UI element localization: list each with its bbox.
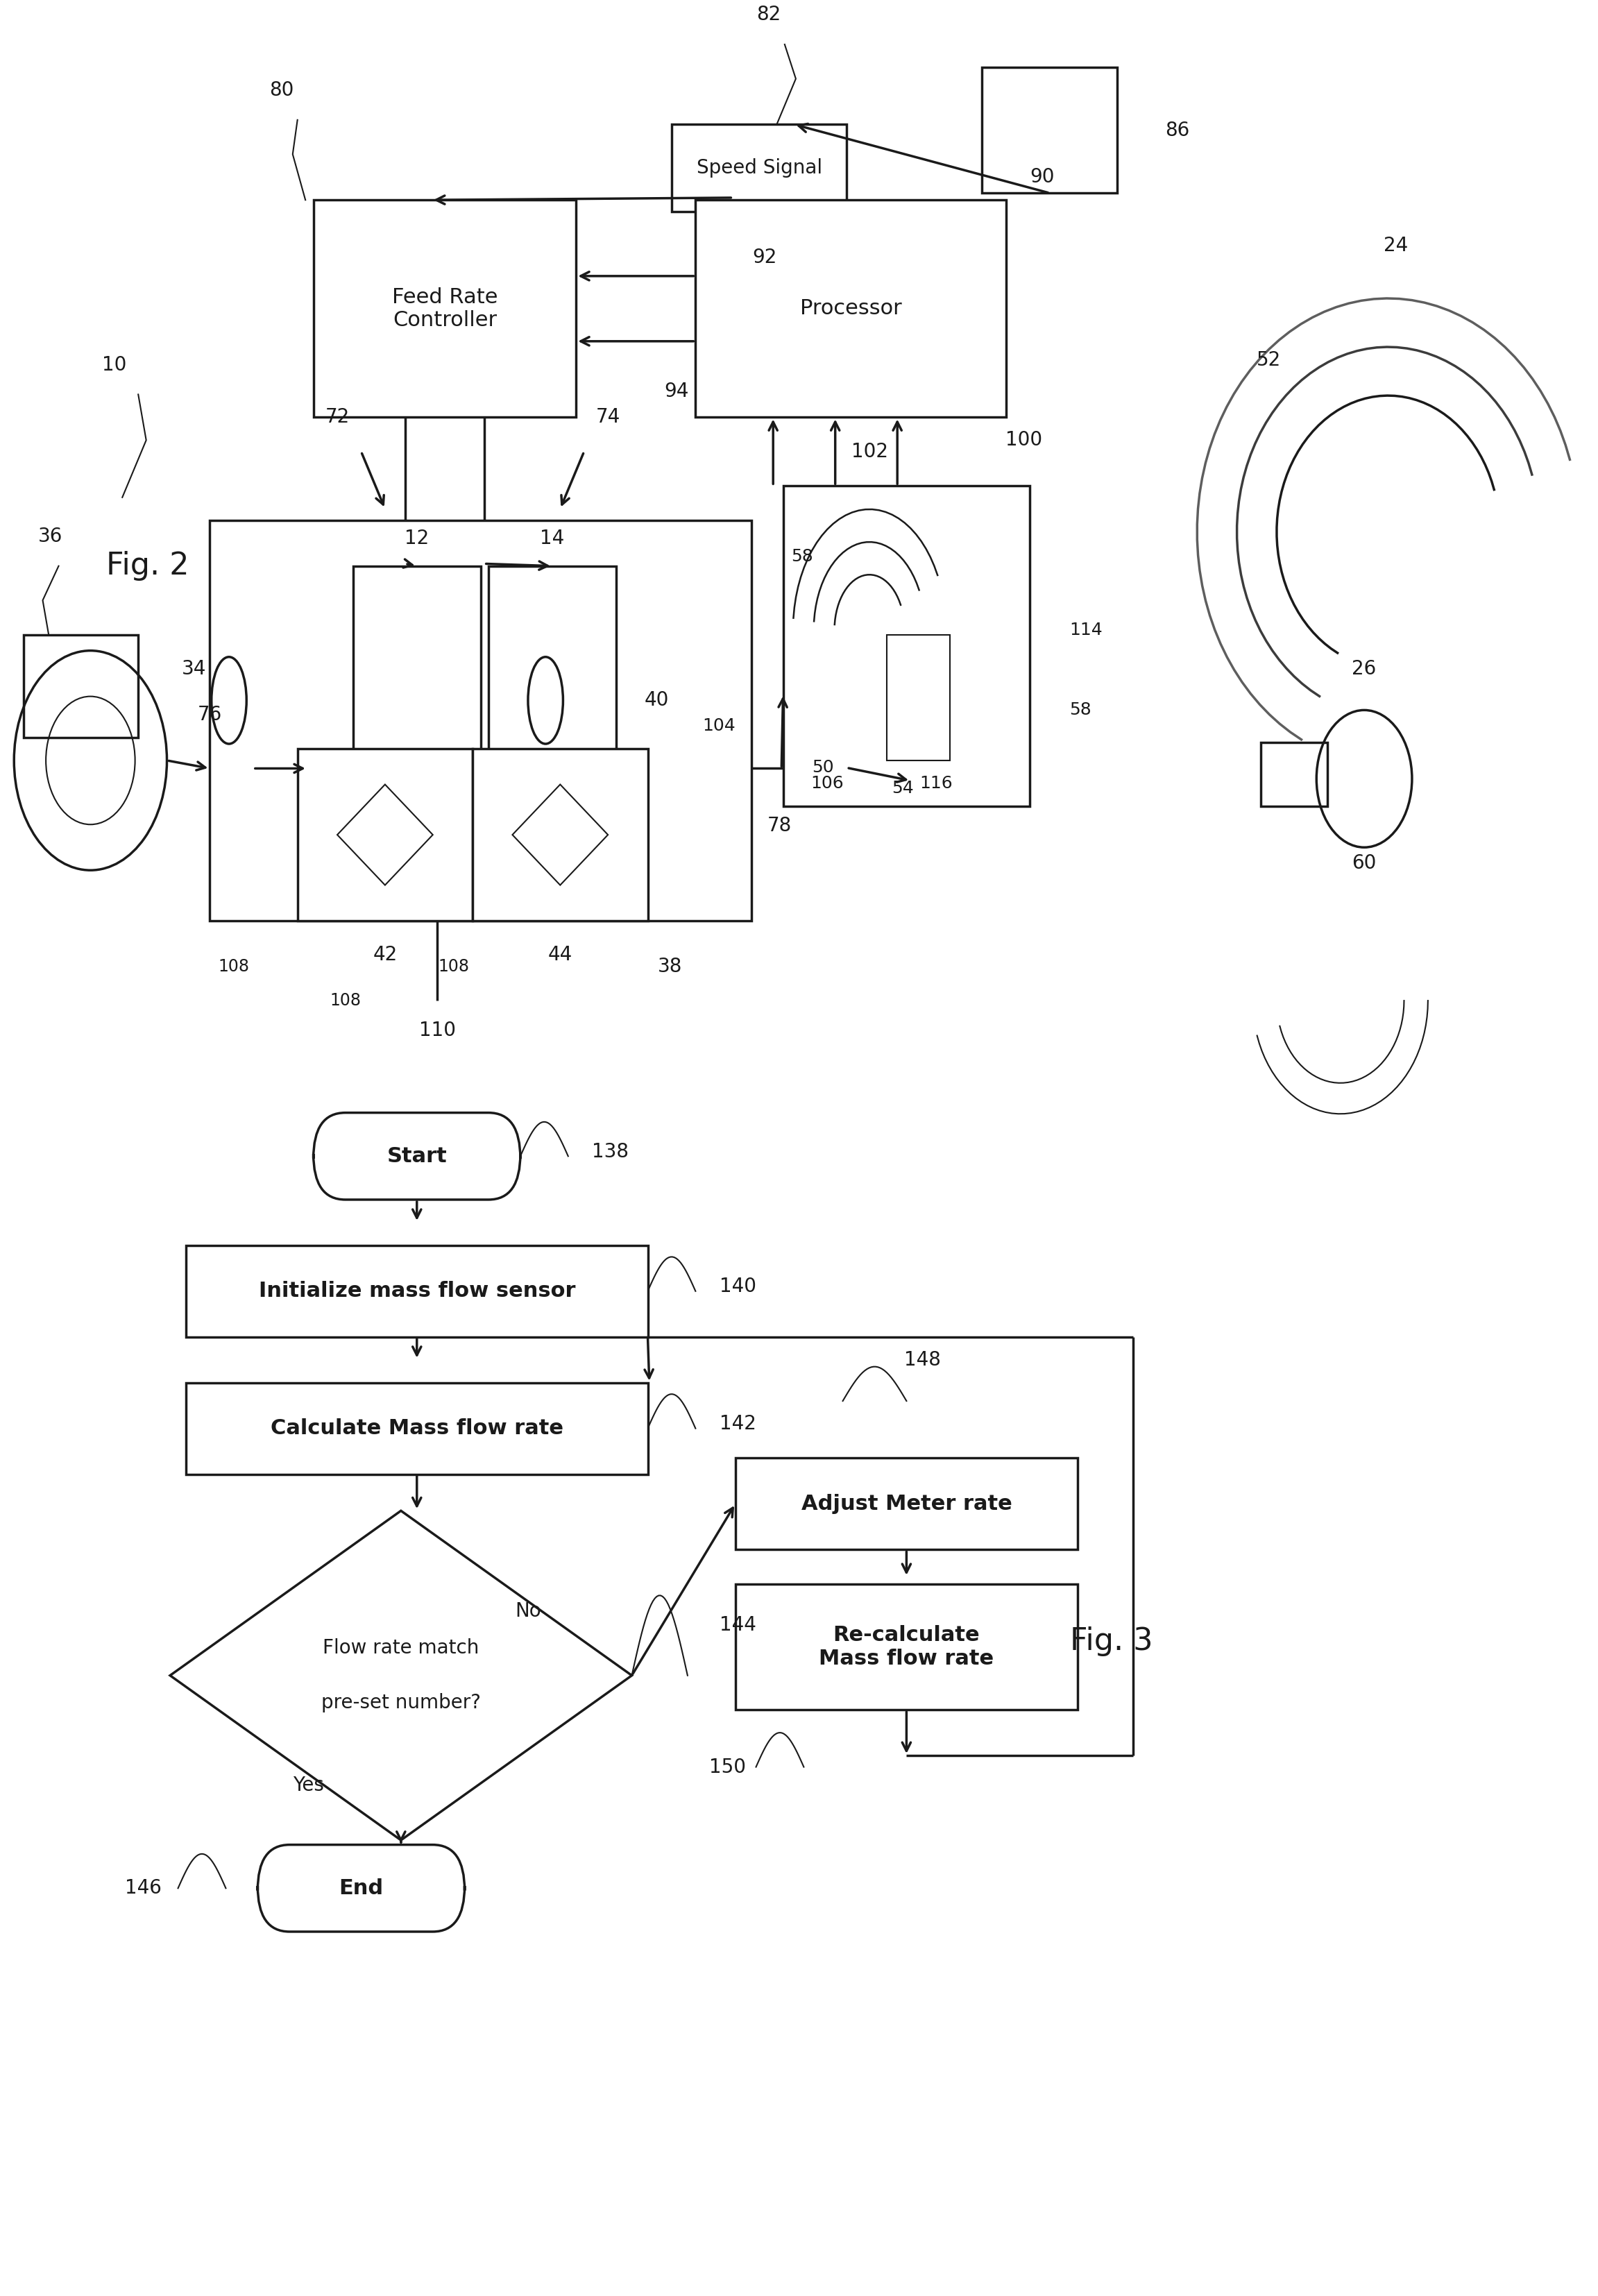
Text: 86: 86 xyxy=(1165,119,1189,140)
Text: 108: 108 xyxy=(329,992,361,1008)
FancyBboxPatch shape xyxy=(257,1844,465,1931)
FancyBboxPatch shape xyxy=(353,567,481,783)
Text: 110: 110 xyxy=(419,1022,455,1040)
Text: 40: 40 xyxy=(644,691,670,709)
FancyBboxPatch shape xyxy=(185,1244,647,1336)
FancyBboxPatch shape xyxy=(489,567,615,783)
Text: Fig. 2: Fig. 2 xyxy=(107,551,190,581)
Text: 24: 24 xyxy=(1384,236,1408,255)
Text: 60: 60 xyxy=(1352,854,1376,872)
Text: Feed Rate
Controller: Feed Rate Controller xyxy=(392,287,497,331)
Text: 148: 148 xyxy=(904,1350,941,1368)
Text: Start: Start xyxy=(387,1146,447,1166)
Text: Adjust Meter rate: Adjust Meter rate xyxy=(801,1495,1012,1513)
Text: 10: 10 xyxy=(102,356,126,374)
Text: 26: 26 xyxy=(1352,659,1376,680)
Text: pre-set number?: pre-set number? xyxy=(321,1692,481,1713)
Text: 144: 144 xyxy=(719,1616,756,1635)
Text: 42: 42 xyxy=(372,946,398,964)
Text: 44: 44 xyxy=(548,946,572,964)
FancyBboxPatch shape xyxy=(313,1114,521,1199)
Text: No: No xyxy=(515,1603,542,1621)
Text: 50: 50 xyxy=(812,760,834,776)
Text: 54: 54 xyxy=(892,781,914,797)
Text: 108: 108 xyxy=(438,957,470,974)
FancyBboxPatch shape xyxy=(783,487,1029,806)
FancyBboxPatch shape xyxy=(887,634,951,760)
FancyBboxPatch shape xyxy=(671,124,847,211)
FancyBboxPatch shape xyxy=(24,634,139,737)
Text: Processor: Processor xyxy=(801,298,901,319)
Text: 78: 78 xyxy=(767,815,791,836)
Text: 108: 108 xyxy=(219,957,249,974)
Text: 72: 72 xyxy=(324,409,350,427)
Text: 80: 80 xyxy=(268,80,294,101)
Text: Initialize mass flow sensor: Initialize mass flow sensor xyxy=(259,1281,575,1302)
FancyBboxPatch shape xyxy=(1261,742,1328,806)
Text: 146: 146 xyxy=(125,1878,161,1899)
Text: 92: 92 xyxy=(753,248,777,266)
Text: 58: 58 xyxy=(791,549,813,565)
Text: 90: 90 xyxy=(1029,168,1055,186)
Text: Yes: Yes xyxy=(292,1775,324,1795)
Text: 150: 150 xyxy=(710,1756,746,1777)
Text: 12: 12 xyxy=(404,528,430,549)
Text: Speed Signal: Speed Signal xyxy=(697,158,821,177)
Text: 14: 14 xyxy=(540,528,564,549)
Text: Re-calculate
Mass flow rate: Re-calculate Mass flow rate xyxy=(820,1626,994,1669)
FancyBboxPatch shape xyxy=(185,1382,647,1474)
FancyBboxPatch shape xyxy=(695,200,1007,418)
Text: 102: 102 xyxy=(852,441,888,461)
Text: 52: 52 xyxy=(1256,351,1282,370)
Text: 142: 142 xyxy=(719,1414,756,1433)
Text: 138: 138 xyxy=(591,1141,628,1162)
Text: 114: 114 xyxy=(1069,622,1103,638)
Text: 76: 76 xyxy=(198,705,222,726)
Text: 38: 38 xyxy=(658,957,682,976)
Text: 104: 104 xyxy=(702,719,735,735)
FancyBboxPatch shape xyxy=(735,1458,1077,1550)
Text: Calculate Mass flow rate: Calculate Mass flow rate xyxy=(270,1419,562,1440)
Text: 82: 82 xyxy=(756,5,781,25)
Text: 34: 34 xyxy=(182,659,206,680)
FancyBboxPatch shape xyxy=(297,748,473,921)
FancyBboxPatch shape xyxy=(209,521,751,921)
Text: 74: 74 xyxy=(596,409,620,427)
Text: 36: 36 xyxy=(38,526,62,546)
Text: End: End xyxy=(339,1878,384,1899)
FancyBboxPatch shape xyxy=(983,67,1117,193)
Text: 58: 58 xyxy=(1069,703,1091,719)
Text: 100: 100 xyxy=(1005,429,1042,450)
FancyBboxPatch shape xyxy=(735,1584,1077,1711)
FancyBboxPatch shape xyxy=(473,748,647,921)
Text: 94: 94 xyxy=(665,381,689,402)
Text: Fig. 3: Fig. 3 xyxy=(1069,1626,1152,1655)
Text: 140: 140 xyxy=(719,1277,756,1297)
Text: 116: 116 xyxy=(919,776,952,792)
Text: Flow rate match: Flow rate match xyxy=(323,1639,479,1658)
Text: 106: 106 xyxy=(810,776,844,792)
FancyBboxPatch shape xyxy=(313,200,577,418)
